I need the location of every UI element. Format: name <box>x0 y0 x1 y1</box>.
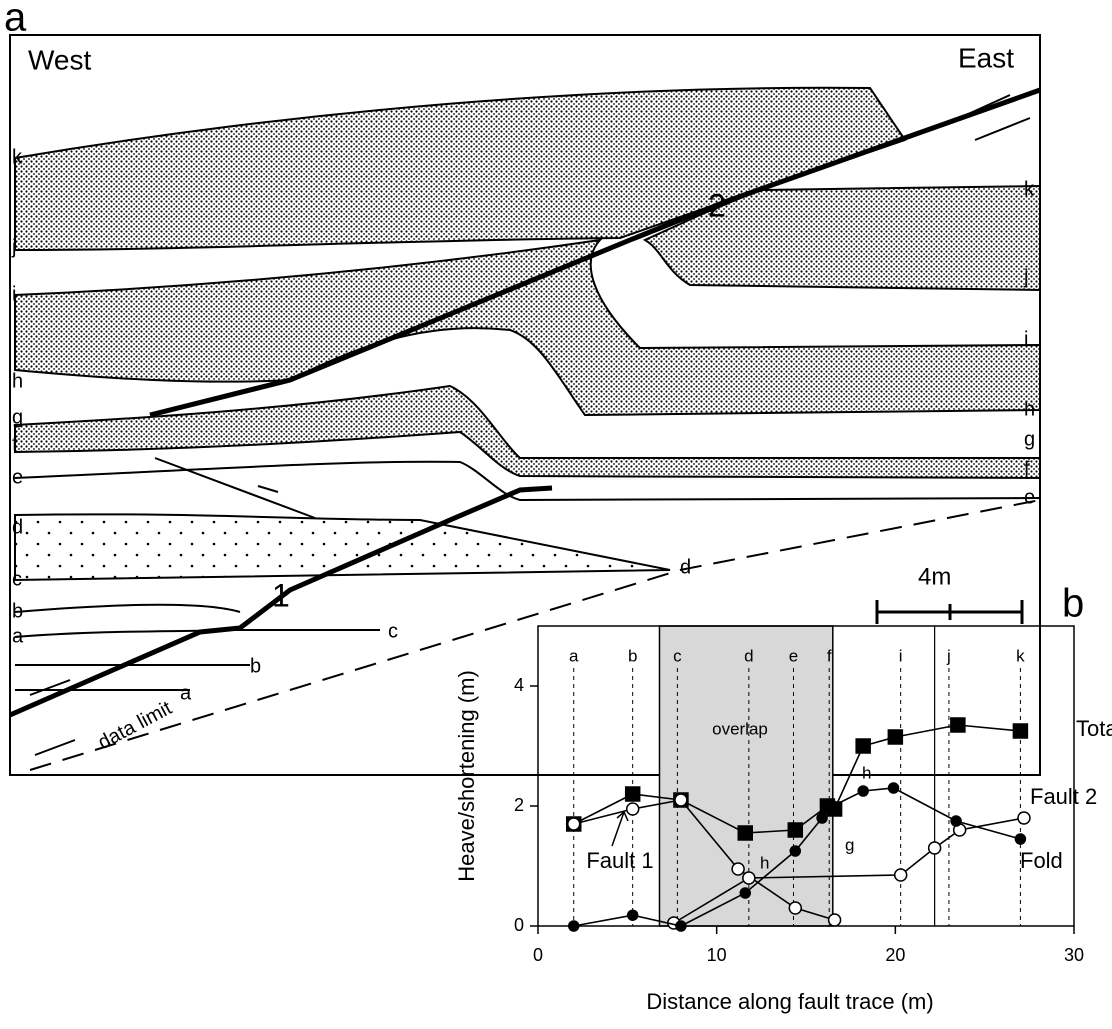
point <box>817 813 827 823</box>
x-tick-label: 30 <box>1064 945 1084 965</box>
horizon-label: e <box>12 466 23 488</box>
panel-label: a <box>4 0 27 40</box>
point <box>740 888 750 898</box>
horizon-label: j <box>1023 266 1028 288</box>
point-label: h <box>760 853 769 872</box>
y-axis-label: Heave/shortening (m) <box>454 670 479 882</box>
series-label: Fault 1 <box>586 848 653 873</box>
horizon-label: k <box>1024 178 1035 200</box>
horizon-label: a <box>180 682 192 704</box>
horizons-lower <box>15 605 380 690</box>
cross-section <box>10 35 1040 775</box>
point <box>675 794 687 806</box>
section-label: e <box>789 646 798 665</box>
point <box>951 816 961 826</box>
horizon-label: c <box>388 620 398 642</box>
horizon-label: i <box>1024 328 1028 350</box>
section-label: c <box>673 646 682 665</box>
horizon-label: e <box>1024 486 1035 508</box>
section-label: d <box>744 646 753 665</box>
series-label: Fold <box>1020 848 1063 873</box>
x-tick-label: 20 <box>885 945 905 965</box>
fault-label: 2 <box>708 187 726 223</box>
horizon-label: i <box>12 283 16 305</box>
point <box>1013 724 1027 738</box>
horizon-label: c <box>12 568 22 590</box>
point <box>1018 812 1030 824</box>
point <box>789 902 801 914</box>
point <box>888 730 902 744</box>
horizon-label: h <box>1024 398 1035 420</box>
point <box>895 869 907 881</box>
point <box>788 823 802 837</box>
point-label: g <box>845 835 854 854</box>
point <box>628 910 638 920</box>
west-label: West <box>28 44 91 75</box>
figure: a West East 1 2 data limit 4m b Distance… <box>0 0 1112 1024</box>
panel-label: b <box>1062 582 1084 626</box>
section-label: b <box>628 646 637 665</box>
horizon-label: d <box>680 556 691 578</box>
point <box>858 786 868 796</box>
scale-bar <box>877 600 1022 624</box>
horizon-label: g <box>1024 428 1035 450</box>
layer-d <box>15 514 670 580</box>
point <box>828 801 838 811</box>
horizon-label: h <box>12 370 23 392</box>
point <box>829 914 841 926</box>
horizon-label: f <box>12 433 18 455</box>
section-label: i <box>899 646 903 665</box>
section-label: a <box>569 646 579 665</box>
point <box>1015 834 1025 844</box>
horizon-label: k <box>12 146 23 168</box>
point <box>569 921 579 931</box>
x-tick-label: 10 <box>707 945 727 965</box>
horizon-label: b <box>12 600 23 622</box>
point <box>738 826 752 840</box>
east-label: East <box>958 42 1014 73</box>
point <box>626 787 640 801</box>
overlap-label: overlap <box>712 719 768 738</box>
x-tick-label: 0 <box>533 945 543 965</box>
horizon-label: d <box>12 516 23 538</box>
scale-label: 4m <box>918 563 951 590</box>
point <box>790 846 800 856</box>
section-label: j <box>946 646 951 665</box>
point <box>568 818 580 830</box>
horizon-label: b <box>250 655 261 677</box>
horizon-label: f <box>1024 458 1030 480</box>
point-label: h <box>862 763 871 782</box>
point <box>676 921 686 931</box>
y-tick-label: 4 <box>514 675 524 695</box>
section-label: f <box>827 646 832 665</box>
point <box>732 863 744 875</box>
horizon-label: a <box>12 625 24 647</box>
label-arrow <box>612 812 628 846</box>
point <box>627 803 639 815</box>
x-axis-label: Distance along fault trace (m) <box>646 989 933 1014</box>
point <box>951 718 965 732</box>
fault-label: 1 <box>272 577 290 613</box>
point <box>889 783 899 793</box>
section-label: k <box>1016 646 1025 665</box>
series-label: Total <box>1076 716 1112 741</box>
point <box>929 842 941 854</box>
series-label: Fault 2 <box>1030 784 1097 809</box>
point <box>856 739 870 753</box>
y-tick-label: 2 <box>514 795 524 815</box>
point <box>743 872 755 884</box>
horizon-label: g <box>12 406 23 428</box>
y-tick-label: 0 <box>514 915 524 935</box>
horizon-label: j <box>11 236 16 258</box>
data-limit-label: data limit <box>94 697 175 754</box>
